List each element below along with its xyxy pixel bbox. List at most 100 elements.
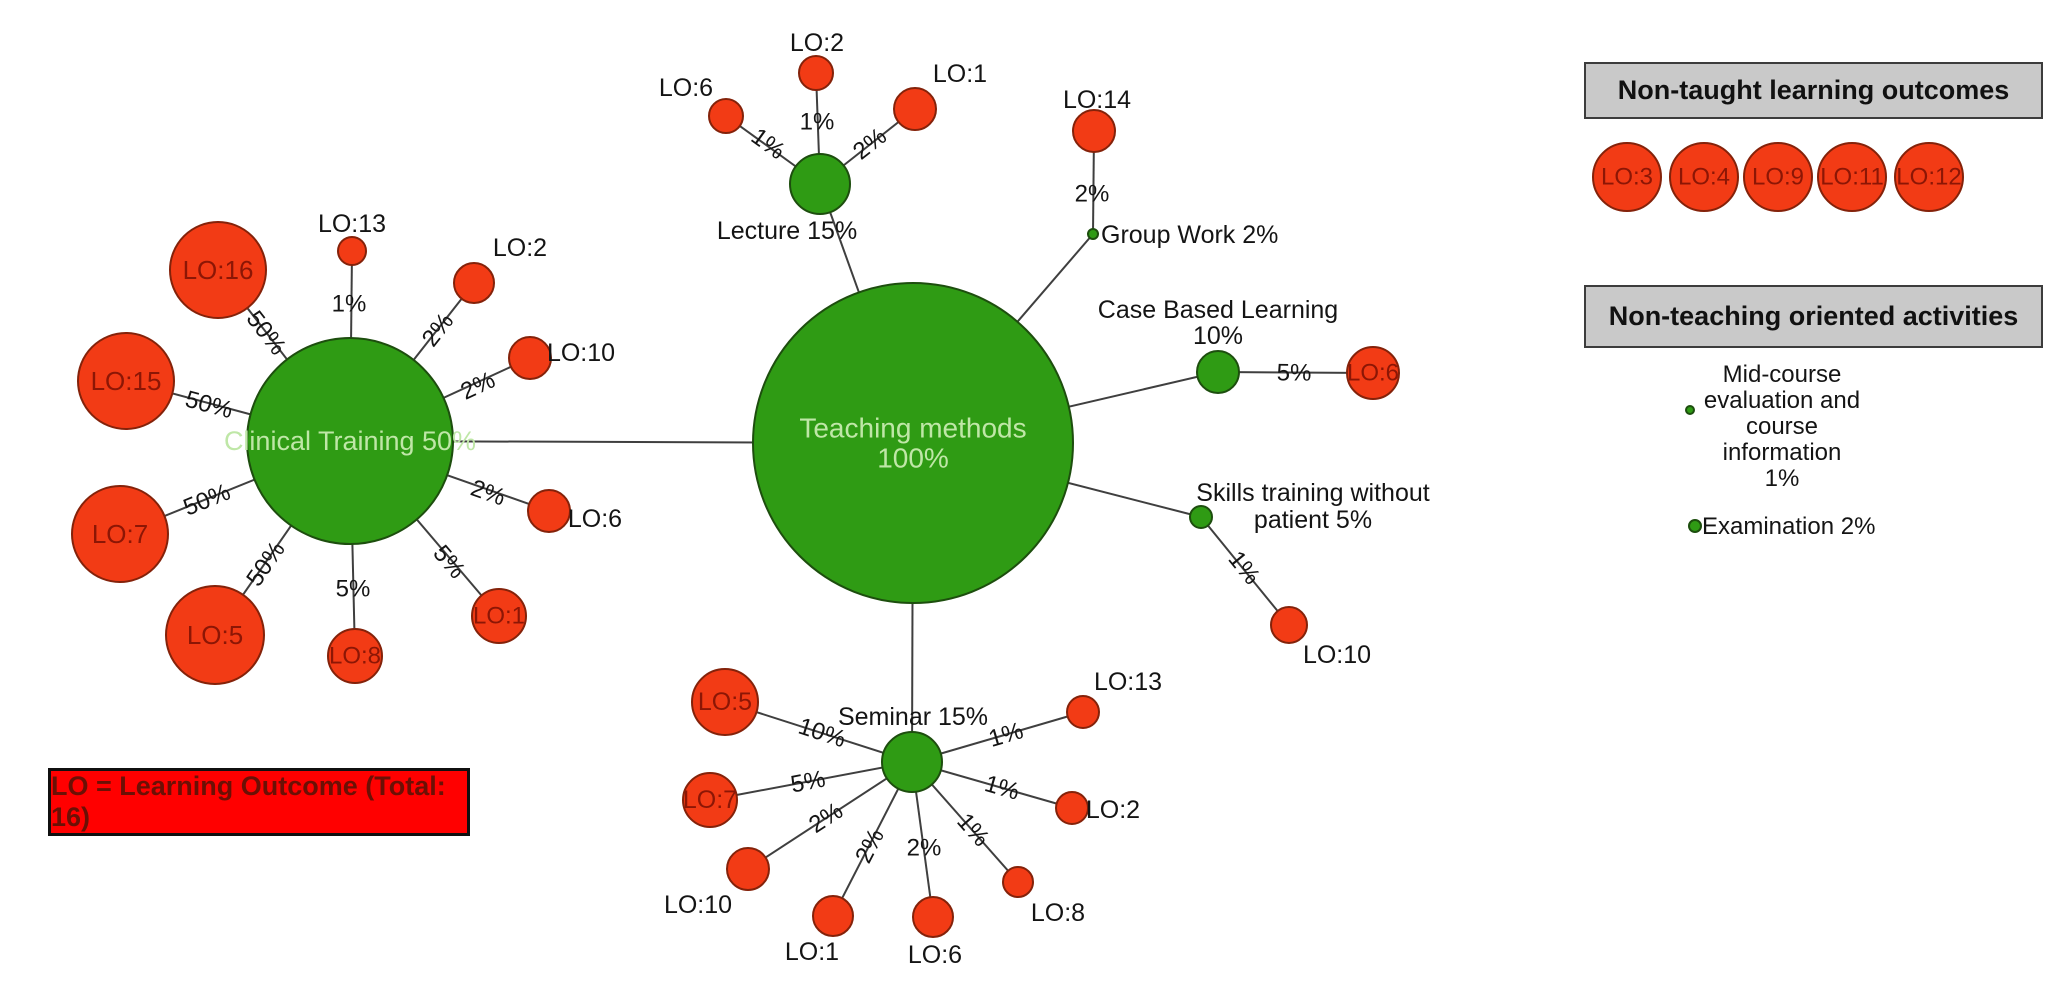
clinical-lo13-node-label: LO:13 xyxy=(318,210,386,238)
clinical-lo8-node-label: LO:8 xyxy=(329,643,381,670)
clinical-lo15-node-label: LO:15 xyxy=(91,366,162,396)
non-taught-lo9-node-label: LO:9 xyxy=(1752,164,1804,191)
lecture-lo2-node-label: LO:2 xyxy=(790,29,844,57)
edge-label-cbl-cb6: 5% xyxy=(1277,359,1312,386)
lo-legend-box: LO = Learning Outcome (Total: 16) xyxy=(48,768,470,836)
seminar-node xyxy=(881,731,943,793)
group-work-node-label: Group Work 2% xyxy=(1101,221,1278,249)
edge-label-seminar-se6: 2% xyxy=(907,835,942,862)
case-based-learning-node xyxy=(1196,350,1240,394)
teaching-methods-node xyxy=(752,282,1074,604)
group-work-lo14-node xyxy=(1072,109,1116,153)
skills-training-node-label: patient 5% xyxy=(1254,506,1372,534)
edge-label-clinical-c8: 5% xyxy=(336,576,371,603)
cbl-lo6-node xyxy=(1346,346,1400,400)
case-based-learning-node-label: 10% xyxy=(1193,322,1243,350)
lecture-node xyxy=(789,153,851,215)
non-taught-lo12-node xyxy=(1894,142,1964,212)
clinical-lo1-node-label: LO:1 xyxy=(473,603,525,630)
seminar-lo5-node xyxy=(691,668,759,736)
edge-label-seminar-se7: 5% xyxy=(788,766,827,799)
clinical-lo15-node xyxy=(77,332,175,430)
clinical-lo6-node-label: LO:6 xyxy=(568,505,622,533)
non-taught-lo3-node-label: LO:3 xyxy=(1601,164,1653,191)
seminar-lo7-node-label: LO:7 xyxy=(683,786,737,814)
clinical-lo16-node-label: LO:16 xyxy=(183,255,254,285)
clinical-training-node-label: Clinical Training 50% xyxy=(224,426,476,456)
clinical-lo8-node xyxy=(327,628,383,684)
edge-label-clinical-c7: 50% xyxy=(180,478,235,521)
non-teaching-activities-header: Non-teaching oriented activities xyxy=(1584,285,2043,348)
edge-label-seminar-se10: 2% xyxy=(804,797,848,839)
clinical-lo7-node xyxy=(71,485,169,583)
teaching-methods-node-label: 100% xyxy=(877,443,949,474)
lecture-lo1-node xyxy=(893,87,937,131)
edge-label-clinical-c6: 2% xyxy=(467,475,509,512)
non-taught-outcomes-header: Non-taught learning outcomes xyxy=(1584,62,2043,119)
edge-label-lecture-l6: 1% xyxy=(746,123,790,165)
edge-label-seminar-se2: 1% xyxy=(982,770,1023,806)
clinical-lo10-node-label: LO:10 xyxy=(547,339,615,367)
edge-seminar-se10 xyxy=(747,761,913,870)
seminar-lo13-node-label: LO:13 xyxy=(1094,668,1162,696)
edge-skills-s10 xyxy=(1200,516,1290,626)
non-taught-lo12-node-label: LO:12 xyxy=(1896,164,1961,191)
seminar-lo7-node xyxy=(682,772,738,828)
seminar-lo6-node-label: LO:6 xyxy=(908,941,962,969)
skills-lo10-node xyxy=(1270,606,1308,644)
edge-label-clinical-c2: 2% xyxy=(417,308,460,352)
clinical-lo5-node-label: LO:5 xyxy=(187,620,243,650)
examination-label: Examination 2% xyxy=(1702,513,1876,540)
group-work-node xyxy=(1087,228,1099,240)
clinical-lo2-node xyxy=(453,262,495,304)
midcourse-evaluation-label: Mid-course evaluation and course informa… xyxy=(1694,362,1870,492)
seminar-lo5-node-label: LO:5 xyxy=(698,688,752,716)
seminar-lo6-node xyxy=(912,896,954,938)
seminar-lo2-node xyxy=(1055,791,1089,825)
edge-label-clinical-c5: 50% xyxy=(241,537,291,592)
skills-training-node xyxy=(1189,505,1213,529)
case-based-learning-node-label: Case Based Learning xyxy=(1098,296,1338,324)
edge-label-groupdot-l14: 2% xyxy=(1075,181,1110,208)
seminar-lo13-node xyxy=(1066,695,1100,729)
edge-label-clinical-c15: 50% xyxy=(182,386,235,425)
clinical-lo10-node xyxy=(508,336,552,380)
edge-label-clinical-c16: 50% xyxy=(241,306,292,361)
lecture-node-label: Lecture 15% xyxy=(717,217,857,245)
non-taught-lo9-node xyxy=(1743,142,1813,212)
edge-label-seminar-se13: 1% xyxy=(986,717,1027,753)
seminar-lo10-node-label: LO:10 xyxy=(664,891,732,919)
seminar-lo2-node-label: LO:2 xyxy=(1086,796,1140,824)
edge-seminar-se7 xyxy=(709,761,913,801)
midcourse-evaluation-dot xyxy=(1685,405,1695,415)
non-taught-lo4-node-label: LO:4 xyxy=(1678,164,1730,191)
lecture-lo1-node-label: LO:1 xyxy=(933,60,987,88)
non-taught-lo3-node xyxy=(1592,142,1662,212)
non-taught-outcomes-title: Non-taught learning outcomes xyxy=(1617,75,2010,105)
seminar-lo1-node-label: LO:1 xyxy=(785,938,839,966)
lecture-lo6-node xyxy=(708,98,744,134)
cbl-lo6-node-label: LO:6 xyxy=(1347,360,1399,387)
examination-dot xyxy=(1688,519,1702,533)
midcourse-line-4: 1% xyxy=(1764,465,1800,492)
edge-label-lecture-l2: 1% xyxy=(800,109,835,136)
non-taught-lo11-node xyxy=(1817,142,1887,212)
group-work-lo14-node-label: LO:14 xyxy=(1063,86,1131,114)
edge-label-clinical-c1: 5% xyxy=(427,540,470,584)
edge-label-clinical-c10: 2% xyxy=(457,366,500,405)
teaching-methods-node-label: Teaching methods xyxy=(799,413,1026,444)
edge-label-lecture-l1: 2% xyxy=(848,123,892,166)
edge-label-seminar-se1: 2% xyxy=(850,824,890,867)
clinical-lo2-node-label: LO:2 xyxy=(493,234,547,262)
skills-training-node-label: Skills training without xyxy=(1196,479,1429,507)
non-teaching-activities-title: Non-teaching oriented activities xyxy=(1608,301,2019,331)
non-taught-lo11-node-label: LO:11 xyxy=(1820,164,1884,191)
edge-label-clinical-c13: 1% xyxy=(332,291,367,318)
lo-legend-text: LO = Learning Outcome (Total: 16) xyxy=(51,771,446,832)
clinical-lo6-node xyxy=(527,489,571,533)
seminar-lo1-node xyxy=(812,895,854,937)
clinical-lo13-node xyxy=(337,236,367,266)
midcourse-line-1: Mid-course xyxy=(1722,361,1842,388)
